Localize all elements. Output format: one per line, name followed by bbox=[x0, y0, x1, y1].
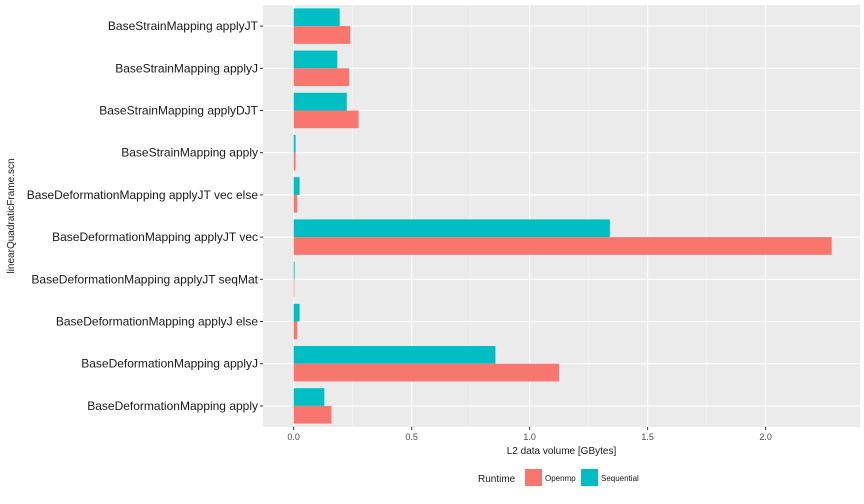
y-axis-title: linearQuadraticFrame.scn bbox=[6, 158, 17, 273]
legend-key-openmp bbox=[525, 469, 542, 486]
y-tick-label: BaseDeformationMapping applyJT seqMat bbox=[31, 272, 258, 286]
bar-sequential-6 bbox=[293, 261, 295, 280]
bar-openmp-2 bbox=[293, 110, 359, 129]
bar-sequential-9 bbox=[293, 388, 325, 406]
bar-sequential-1 bbox=[293, 50, 338, 69]
bar-sequential-2 bbox=[293, 92, 347, 111]
y-tick-label: BaseDeformationMapping applyJ bbox=[81, 357, 258, 371]
y-tick-label: BaseDeformationMapping applyJT vec bbox=[52, 230, 258, 244]
y-tick-label: BaseDeformationMapping applyJT vec else bbox=[27, 188, 259, 202]
bar-openmp-4 bbox=[293, 194, 298, 213]
bar-openmp-5 bbox=[293, 237, 832, 255]
legend-key-sequential bbox=[581, 469, 598, 486]
y-tick-label: BaseDeformationMapping applyJ else bbox=[56, 315, 258, 329]
x-tick-label: 1.0 bbox=[523, 432, 536, 442]
y-tick-label: BaseDeformationMapping apply bbox=[87, 399, 258, 413]
y-tick-label: BaseStrainMapping applyJ bbox=[115, 61, 258, 75]
legend-label-openmp: Openmp bbox=[545, 474, 576, 483]
bar-sequential-0 bbox=[293, 8, 340, 27]
x-tick-label: 0.5 bbox=[405, 432, 418, 442]
y-tick-label: BaseStrainMapping applyDJT bbox=[99, 104, 258, 118]
bar-openmp-9 bbox=[293, 405, 332, 424]
bar-openmp-3 bbox=[293, 152, 296, 171]
bar-openmp-6 bbox=[293, 279, 295, 298]
legend-title: Runtime bbox=[478, 474, 516, 485]
bars bbox=[293, 8, 832, 424]
bar-openmp-7 bbox=[293, 321, 298, 340]
bar-openmp-8 bbox=[293, 363, 560, 382]
bar-sequential-7 bbox=[293, 303, 300, 322]
x-tick-label: 0.0 bbox=[287, 432, 300, 442]
bar-sequential-8 bbox=[293, 345, 496, 364]
x-axis: 0.0 0.5 1.0 1.5 2.0 bbox=[287, 427, 772, 442]
x-tick-label: 2.0 bbox=[759, 432, 772, 442]
x-tick-label: 1.5 bbox=[641, 432, 654, 442]
bar-openmp-1 bbox=[293, 68, 350, 87]
bar-sequential-3 bbox=[293, 134, 296, 153]
bar-openmp-0 bbox=[293, 26, 351, 44]
legend: Runtime Openmp Sequential bbox=[478, 469, 639, 486]
legend-label-sequential: Sequential bbox=[601, 474, 639, 483]
x-axis-title: L2 data volume [GBytes] bbox=[507, 446, 617, 457]
y-axis: BaseStrainMapping applyJT BaseStrainMappi… bbox=[27, 19, 263, 413]
bar-sequential-4 bbox=[293, 177, 300, 195]
y-tick-label: BaseStrainMapping apply bbox=[121, 146, 258, 160]
bar-sequential-5 bbox=[293, 219, 610, 238]
y-tick-label: BaseStrainMapping applyJT bbox=[108, 19, 259, 33]
